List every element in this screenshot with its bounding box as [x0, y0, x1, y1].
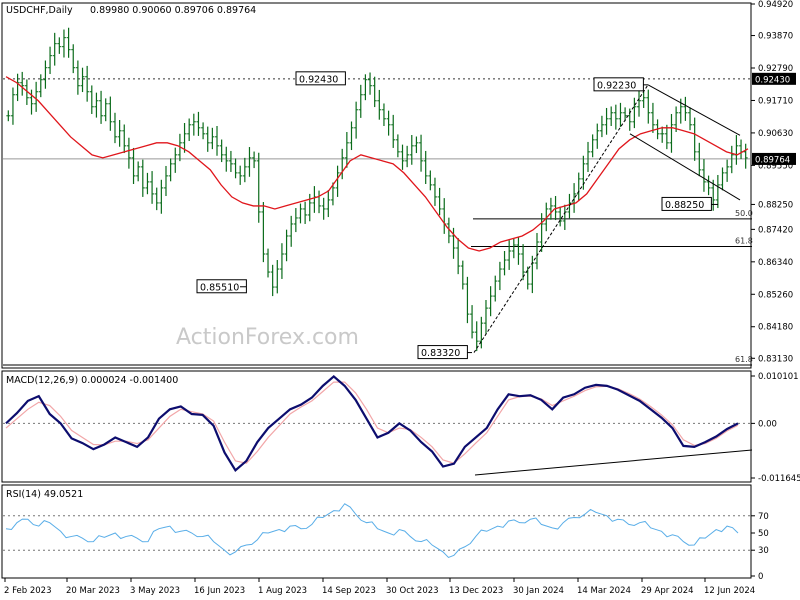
resistance-axis-label-box: [752, 72, 796, 85]
annotation-092430-text: 0.92430: [299, 74, 338, 85]
x-tick-label: 12 Jun 2024: [704, 586, 755, 596]
rsi-line: [5, 503, 739, 559]
x-tick-label: 30 Oct 2023: [386, 586, 439, 596]
fib-50-label: 50.0: [735, 209, 753, 218]
annotation-085510-text: 0.85510: [200, 282, 239, 293]
price-tick-label: 0.89550: [758, 161, 793, 171]
chart-symbol: USDCHF,Daily: [6, 5, 73, 16]
macd-tick-label: 0.010101: [758, 372, 799, 382]
x-tick-label: 3 May 2023: [130, 586, 180, 596]
x-tick-label: 16 Jun 2023: [194, 586, 245, 596]
rsi-layer: [3, 503, 750, 559]
current-price-axis-label-text: 0.89764: [755, 155, 790, 165]
macd-tick-label: -0.011645: [758, 474, 800, 484]
x-tick-label: 13 Dec 2023: [449, 586, 503, 596]
price-tick-label: 0.86340: [758, 258, 793, 268]
annotation-092230-text: 0.92230: [597, 80, 636, 91]
price-panel: [1, 2, 752, 369]
x-tick-label: 14 Sep 2023: [322, 586, 376, 596]
resistance-axis-label-text: 0.92430: [755, 75, 790, 85]
macd-layer: [3, 375, 753, 476]
price-tick-label: 0.92790: [758, 64, 793, 74]
watermark: ActionForex.com: [176, 325, 359, 350]
chart-ohlc: 0.89980 0.90060 0.89706 0.89764: [90, 5, 256, 16]
x-tick-label: 1 Aug 2023: [258, 586, 307, 596]
x-tick-label: 20 Mar 2023: [66, 586, 120, 596]
price-layer: 50.0 61.8 61.8 0.92430 0.92230 0.85510 0.83320…: [3, 27, 753, 366]
price-tick-label: 0.87420: [758, 225, 793, 235]
price-tick-label: 0.88250: [758, 200, 793, 210]
rsi-tick-label: 70: [758, 512, 769, 522]
annotation-083320-text: 0.83320: [421, 348, 460, 359]
annotation-088250-text: 0.88250: [665, 200, 704, 211]
rsi-tick-label: 0: [758, 572, 763, 582]
axis-layer: 0.94920 0.93870 0.92790 0.91710 0.90630 0.895…: [4, 0, 800, 596]
price-tick-label: 0.94920: [758, 0, 793, 10]
x-tick-label: 29 Apr 2024: [641, 586, 694, 596]
moving-average-line: [5, 76, 749, 252]
current-price-axis-label-box: [752, 152, 796, 165]
macd-tick-label: 0.00: [758, 419, 777, 429]
macd-trendline: [474, 449, 753, 476]
price-tick-label: 0.91710: [758, 96, 793, 106]
rsi-tick-label: 30: [758, 546, 769, 556]
price-tick-label: 0.84180: [758, 323, 793, 333]
channel-lower-line: [629, 133, 741, 201]
price-tick-label: 0.90630: [758, 129, 793, 139]
rsi-label: RSI(14) 49.0521: [6, 489, 83, 500]
price-tick-label: 0.85260: [758, 290, 793, 300]
macd-label: MACD(12,26,9) 0.000024 -0.001400: [6, 375, 178, 386]
price-tick-label: 0.93870: [758, 32, 793, 42]
rsi-panel: [1, 484, 752, 579]
price-tick-label: 0.83130: [758, 354, 793, 364]
rsi-tick-label: 50: [758, 529, 769, 539]
x-tick-label: 2 Feb 2023: [4, 586, 52, 596]
fib-618-lower-label: 61.8: [735, 355, 753, 364]
dashed-trendline: [473, 84, 649, 353]
macd-line: [5, 375, 739, 472]
channel-upper-line: [647, 84, 741, 136]
x-tick-label: 30 Jan 2024: [513, 586, 564, 596]
x-tick-label: 14 Mar 2024: [577, 586, 631, 596]
fib-618-label: 61.8: [735, 237, 753, 246]
